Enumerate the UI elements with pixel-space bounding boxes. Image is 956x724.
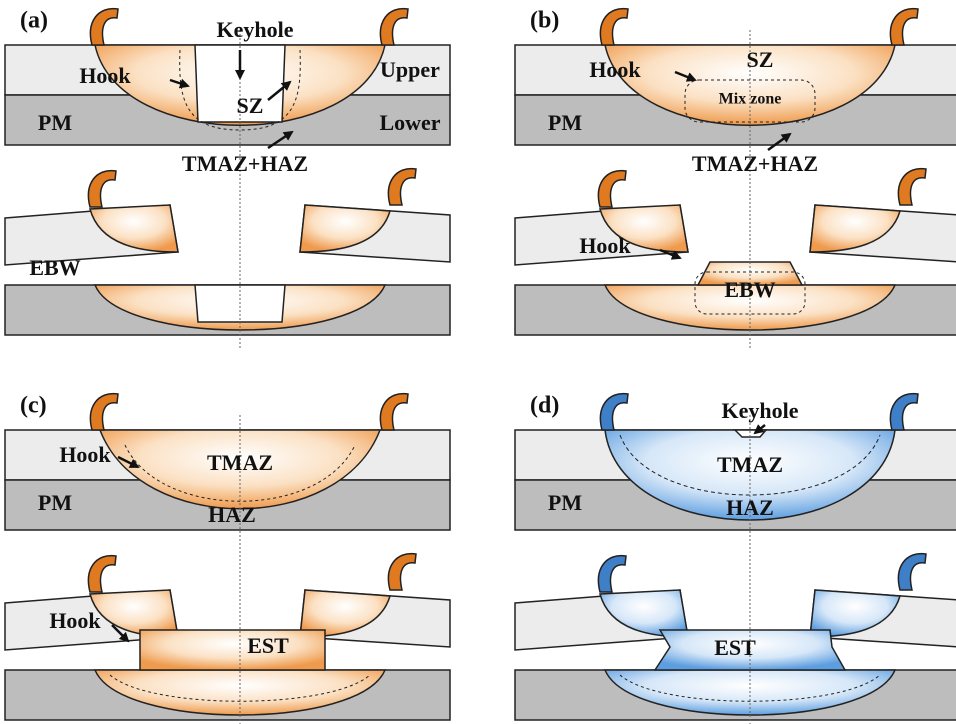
panel-d: (d) Keyhole TMAZ PM HAZ EST (515, 393, 956, 724)
label: PM (548, 490, 582, 515)
hook (600, 394, 628, 430)
label: Mix zone (719, 91, 782, 108)
hook (598, 556, 626, 592)
hook (88, 556, 116, 592)
hook (898, 169, 926, 205)
hook (380, 9, 408, 45)
panel-label: (b) (530, 8, 559, 34)
label: Hook (49, 608, 101, 633)
label: HAZ (726, 495, 774, 520)
label: PM (548, 110, 582, 135)
label: Hook (79, 63, 131, 88)
panel-label: (d) (530, 393, 559, 419)
panel-label: (c) (20, 393, 47, 419)
label: EST (247, 633, 289, 658)
label: PM (38, 490, 72, 515)
hook (600, 9, 628, 45)
label: Hook (579, 233, 631, 258)
label: SZ (747, 47, 774, 72)
label: TMAZ (717, 452, 783, 477)
hook (598, 171, 626, 207)
label: HAZ (208, 502, 256, 527)
stir-piece (140, 630, 325, 670)
label: TMAZ (207, 450, 273, 475)
label: Hook (589, 57, 641, 82)
hook (88, 171, 116, 207)
hook (388, 554, 416, 590)
label: Lower (379, 110, 440, 135)
label: Hook (59, 442, 111, 467)
label: TMAZ+HAZ (182, 151, 308, 176)
panel-c: (c) Hook TMAZ PM HAZ Hook EST (5, 393, 450, 724)
hook (388, 169, 416, 205)
hook (898, 554, 926, 590)
hook (90, 9, 118, 45)
panel-label: (a) (20, 8, 48, 34)
panel-a: (a) Keyhole Hook Upper SZ PM Lower TMAZ+… (5, 8, 450, 351)
label: Keyhole (217, 17, 294, 42)
label: EBW (724, 277, 775, 302)
hook (890, 394, 918, 430)
label: PM (38, 110, 72, 135)
label: Upper (380, 57, 440, 82)
label: EST (714, 635, 756, 660)
hook (90, 394, 118, 430)
label: SZ (237, 93, 264, 118)
label: TMAZ+HAZ (692, 151, 818, 176)
hook (890, 9, 918, 45)
figure: (a) Keyhole Hook Upper SZ PM Lower TMAZ+… (0, 0, 956, 724)
panel-b: (b) Hook SZ Mix zone PM TMAZ+HAZ Hook EB… (515, 8, 956, 351)
label: EBW (29, 255, 80, 280)
label: Keyhole (722, 398, 799, 423)
hook (380, 394, 408, 430)
